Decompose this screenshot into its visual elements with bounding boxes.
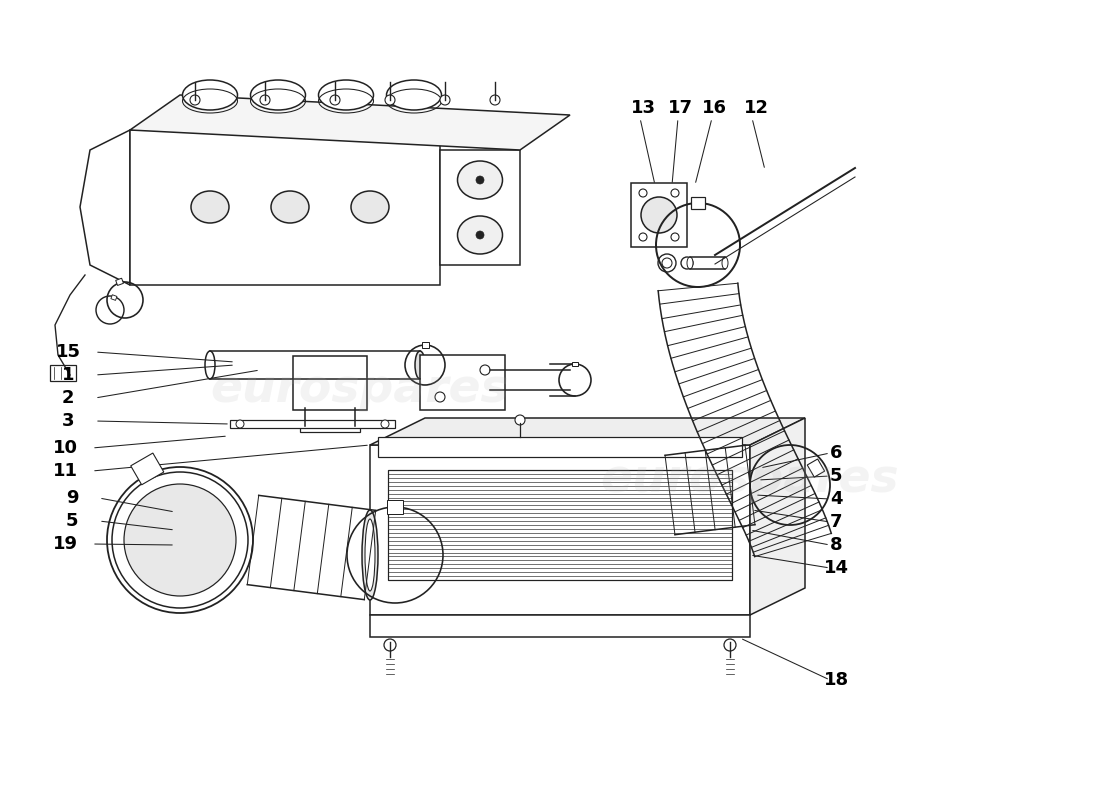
- Polygon shape: [80, 130, 130, 285]
- Circle shape: [641, 197, 676, 233]
- Bar: [230, 420, 395, 428]
- Circle shape: [476, 176, 484, 184]
- Circle shape: [124, 484, 236, 596]
- Circle shape: [260, 95, 270, 105]
- Circle shape: [476, 231, 484, 239]
- Text: 4: 4: [829, 490, 843, 508]
- Bar: [300, 426, 360, 432]
- Ellipse shape: [351, 191, 389, 223]
- Ellipse shape: [415, 351, 425, 379]
- Circle shape: [384, 639, 396, 651]
- Bar: [370, 445, 750, 615]
- Ellipse shape: [365, 519, 375, 591]
- Text: 15: 15: [55, 343, 80, 361]
- Circle shape: [490, 95, 500, 105]
- Bar: [572, 362, 578, 366]
- Text: 7: 7: [829, 513, 843, 531]
- Ellipse shape: [362, 510, 378, 600]
- Text: 8: 8: [829, 536, 843, 554]
- Bar: [420, 355, 505, 410]
- FancyBboxPatch shape: [631, 183, 688, 247]
- Circle shape: [724, 639, 736, 651]
- Polygon shape: [370, 418, 805, 445]
- Bar: [131, 453, 164, 485]
- Circle shape: [330, 95, 340, 105]
- Circle shape: [385, 95, 395, 105]
- Circle shape: [440, 95, 450, 105]
- Text: 1: 1: [62, 366, 75, 384]
- Ellipse shape: [386, 80, 441, 110]
- Text: 6: 6: [829, 444, 843, 462]
- Ellipse shape: [319, 80, 374, 110]
- Text: 10: 10: [53, 439, 77, 457]
- Bar: [386, 500, 404, 514]
- Text: 19: 19: [53, 535, 77, 553]
- Ellipse shape: [271, 191, 309, 223]
- Ellipse shape: [458, 161, 503, 199]
- Text: 18: 18: [824, 671, 848, 689]
- Circle shape: [236, 420, 244, 428]
- Text: eurospares: eurospares: [210, 367, 508, 413]
- Circle shape: [480, 365, 490, 375]
- Bar: [111, 294, 117, 300]
- Bar: [807, 459, 825, 477]
- Ellipse shape: [251, 80, 306, 110]
- Polygon shape: [750, 418, 805, 615]
- Ellipse shape: [722, 257, 728, 269]
- Circle shape: [639, 233, 647, 241]
- Circle shape: [381, 420, 389, 428]
- FancyBboxPatch shape: [130, 130, 440, 285]
- Text: 2: 2: [62, 389, 75, 407]
- Circle shape: [515, 415, 525, 425]
- Bar: [691, 197, 705, 210]
- Bar: [378, 437, 742, 457]
- Ellipse shape: [183, 80, 238, 110]
- Circle shape: [190, 95, 200, 105]
- Circle shape: [639, 189, 647, 197]
- Circle shape: [671, 189, 679, 197]
- Text: 17: 17: [668, 99, 693, 117]
- Text: 5: 5: [66, 512, 78, 530]
- Text: 13: 13: [630, 99, 656, 117]
- FancyBboxPatch shape: [293, 356, 367, 410]
- Text: 16: 16: [702, 99, 726, 117]
- Text: 3: 3: [62, 412, 75, 430]
- Bar: [421, 342, 429, 348]
- Ellipse shape: [458, 216, 503, 254]
- Ellipse shape: [205, 351, 214, 379]
- Ellipse shape: [688, 257, 693, 269]
- Bar: [388, 470, 732, 580]
- Text: 9: 9: [66, 489, 78, 507]
- Text: 12: 12: [744, 99, 769, 117]
- Text: 11: 11: [53, 462, 77, 480]
- Bar: [440, 150, 520, 265]
- Circle shape: [112, 472, 248, 608]
- Text: 14: 14: [824, 559, 848, 577]
- Polygon shape: [130, 95, 570, 150]
- Bar: [116, 278, 123, 286]
- Ellipse shape: [191, 191, 229, 223]
- Bar: [370, 615, 750, 637]
- Circle shape: [671, 233, 679, 241]
- Bar: [50, 365, 76, 381]
- Circle shape: [434, 392, 446, 402]
- Text: eurospares: eurospares: [600, 458, 899, 502]
- Text: 5: 5: [829, 467, 843, 485]
